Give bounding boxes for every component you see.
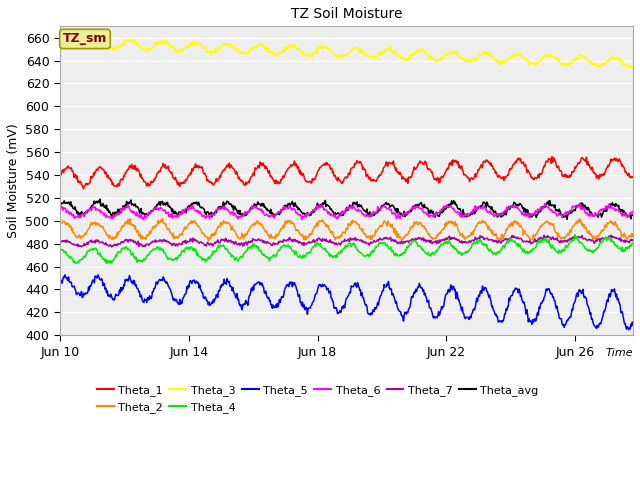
Y-axis label: Soil Moisture (mV): Soil Moisture (mV) bbox=[7, 123, 20, 238]
Text: Time: Time bbox=[605, 348, 633, 358]
Text: TZ_sm: TZ_sm bbox=[63, 33, 107, 46]
Title: TZ Soil Moisture: TZ Soil Moisture bbox=[291, 7, 402, 21]
Legend: Theta_1, Theta_2, Theta_3, Theta_4, Theta_5, Theta_6, Theta_7, Theta_avg: Theta_1, Theta_2, Theta_3, Theta_4, Thet… bbox=[93, 381, 543, 417]
